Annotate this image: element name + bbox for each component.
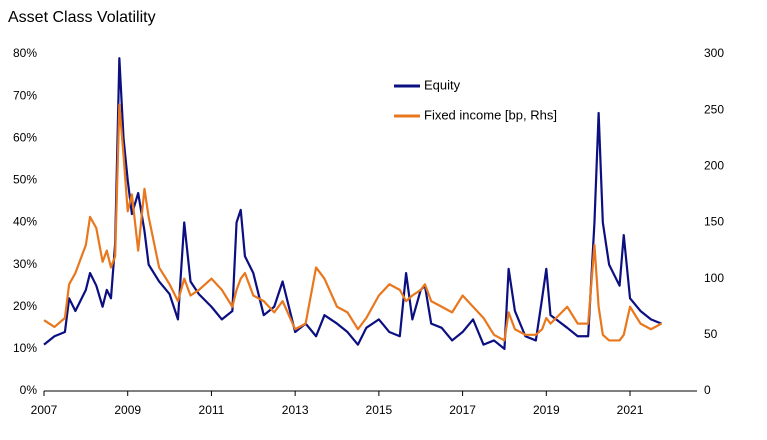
- y-tick-label: 40%: [13, 215, 37, 229]
- y-tick-label: 20%: [13, 299, 37, 313]
- legend-label: Fixed income [bp, Rhs]: [424, 107, 557, 122]
- x-tick-label: 2021: [617, 403, 644, 417]
- x-tick-label: 2013: [282, 403, 309, 417]
- y2-tick-label: 150: [704, 215, 724, 229]
- x-tick-label: 2019: [533, 403, 560, 417]
- y-tick-label: 50%: [13, 173, 37, 187]
- y2-tick-label: 50: [704, 327, 718, 341]
- series-line: [43, 57, 662, 350]
- y2-tick-label: 300: [704, 46, 724, 60]
- x-tick-label: 2015: [366, 403, 393, 417]
- legend-label: Equity: [424, 77, 461, 92]
- x-tick-label: 2007: [31, 403, 58, 417]
- x-tick-label: 2011: [199, 403, 225, 417]
- y-tick-label: 10%: [13, 341, 37, 355]
- chart-title: Asset Class Volatility: [8, 9, 156, 26]
- y-tick-label: 0%: [20, 383, 38, 397]
- y-tick-label: 80%: [13, 46, 37, 60]
- x-tick-label: 2009: [114, 403, 141, 417]
- series-line: [43, 103, 662, 342]
- y-tick-label: 30%: [13, 257, 37, 271]
- y-tick-label: 70%: [13, 88, 37, 102]
- x-tick-label: 2017: [449, 403, 476, 417]
- y2-tick-label: 0: [704, 383, 711, 397]
- y2-tick-label: 250: [704, 102, 724, 116]
- y-tick-label: 60%: [13, 130, 37, 144]
- y2-tick-label: 100: [704, 271, 724, 285]
- y2-tick-label: 200: [704, 159, 724, 173]
